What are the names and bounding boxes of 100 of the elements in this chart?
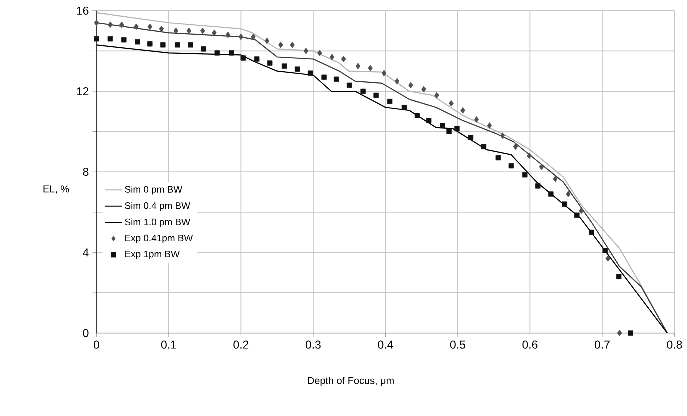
point [460, 107, 466, 114]
point [214, 50, 220, 56]
point [487, 122, 492, 129]
point [282, 64, 288, 69]
point [159, 26, 164, 32]
point [290, 42, 295, 48]
point [251, 34, 256, 40]
y-tick-label: 12 [77, 87, 89, 96]
point [254, 56, 260, 62]
x-tick-label: 0.7 [594, 340, 610, 349]
point [120, 22, 124, 28]
point [226, 32, 231, 38]
point [186, 28, 192, 34]
point [374, 92, 379, 98]
point [341, 56, 346, 62]
legend-label: Sim 0.4 pm BW [125, 202, 190, 212]
y-tick-label: 4 [83, 248, 89, 257]
point [434, 92, 440, 99]
point [548, 192, 554, 197]
point [496, 155, 502, 161]
point [318, 50, 322, 56]
point [135, 40, 140, 45]
point [264, 38, 270, 44]
point [382, 70, 387, 77]
point [574, 212, 580, 218]
x-axis-title: Depth of Focus, μm [308, 377, 394, 386]
y-axis-title: EL, % [44, 186, 70, 194]
y-tick-label: 16 [77, 6, 89, 15]
point [602, 248, 608, 254]
x-tick-label: 0 [94, 340, 100, 349]
point [468, 135, 474, 140]
point [122, 38, 127, 43]
x-tick-label: 0.3 [306, 340, 321, 349]
point [108, 22, 113, 28]
point [278, 42, 284, 48]
point [212, 30, 217, 36]
point [268, 60, 273, 66]
point [481, 144, 487, 150]
point [94, 36, 100, 42]
point [617, 330, 622, 336]
point [304, 48, 309, 54]
point [422, 86, 426, 93]
x-tick-label: 0.4 [378, 340, 394, 349]
point [238, 34, 244, 40]
point [188, 42, 194, 48]
point [474, 116, 480, 123]
point [402, 105, 408, 110]
point [536, 184, 541, 189]
point [200, 28, 206, 34]
point [426, 118, 432, 124]
point [527, 152, 532, 160]
point [148, 42, 153, 47]
point [440, 123, 446, 128]
point [553, 176, 558, 182]
x-tick-label: 0.1 [161, 340, 176, 349]
point [346, 82, 352, 88]
point [387, 98, 393, 104]
point [522, 172, 528, 178]
point [160, 42, 166, 48]
point [108, 36, 114, 42]
point [500, 132, 506, 140]
x-tick-label: 0.8 [667, 340, 682, 349]
point [175, 42, 180, 48]
x-tick-label: 0.5 [450, 340, 466, 349]
point [134, 24, 139, 30]
point [330, 54, 335, 60]
point [229, 50, 234, 56]
point [308, 70, 314, 76]
legend-label: Sim 1.0 pm BW [125, 218, 190, 228]
point [408, 82, 414, 89]
x-tick-label: 0.2 [234, 340, 249, 349]
point [94, 20, 100, 26]
point [579, 208, 584, 214]
point [446, 129, 452, 134]
point [240, 56, 246, 61]
point [414, 113, 420, 118]
point [334, 76, 340, 82]
point [394, 78, 400, 85]
point [628, 330, 634, 336]
y-tick-label: 8 [83, 168, 89, 176]
point [356, 63, 361, 70]
point [148, 24, 153, 30]
point [201, 46, 206, 52]
point [294, 66, 300, 72]
point [360, 88, 366, 94]
legend-label: Exp 1pm BW [126, 250, 180, 260]
legend-label: Sim 0 pm BW [125, 186, 183, 195]
y-tick-label: 0 [83, 329, 89, 338]
point [539, 164, 544, 170]
point [513, 144, 518, 150]
point [174, 28, 179, 34]
point [449, 100, 454, 107]
point [606, 256, 611, 262]
point [368, 65, 373, 72]
legend-label: Exp 0.41pm BW [126, 234, 194, 244]
point [508, 163, 514, 169]
x-tick-label: 0.6 [522, 340, 538, 349]
point [566, 191, 571, 198]
point [454, 126, 460, 132]
point [322, 74, 327, 80]
